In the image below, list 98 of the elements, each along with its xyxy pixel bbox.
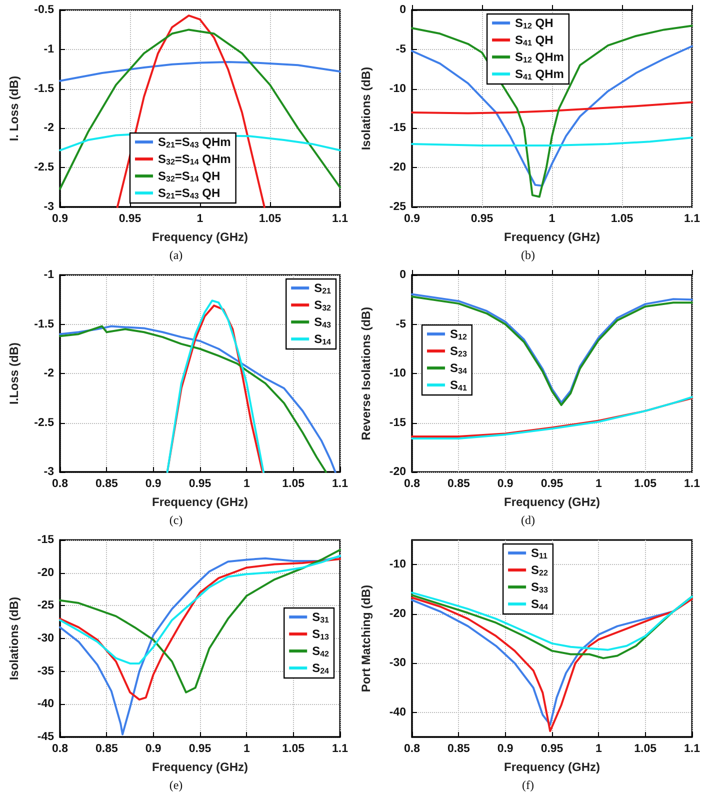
x-tick-label: 0.95 [470, 213, 494, 225]
x-tick-label: 0.95 [188, 478, 212, 490]
x-tick-label: 0.85 [95, 743, 118, 755]
y-tick-label: 0 [400, 269, 406, 281]
y-tick-label: -0.5 [34, 4, 55, 16]
line-series [59, 554, 341, 664]
x-tick-label: 0.8 [52, 478, 69, 490]
y-tick-label: -1.5 [34, 82, 55, 95]
line-series [411, 136, 693, 147]
x-tick-label: 0.9 [497, 478, 514, 490]
x-tick-label: 0.85 [95, 478, 118, 490]
x-tick-label: 0.85 [447, 743, 470, 755]
y-axis-title: I.Loss (dB) [7, 342, 21, 404]
y-tick-label: -10 [389, 368, 406, 380]
y-tick-label: -2.5 [34, 416, 55, 429]
y-tick-label: -20 [389, 608, 406, 620]
x-tick-label: 1.1 [684, 743, 701, 755]
y-tick-label: -25 [389, 201, 407, 213]
x-axis-title: Frequency (GHz) [152, 760, 248, 774]
y-tick-label: -3 [44, 201, 54, 213]
x-tick-label: 0.9 [52, 213, 68, 225]
x-tick-label: 0.9 [145, 478, 162, 490]
y-tick-label: -5 [396, 43, 407, 56]
y-tick-label: -1.5 [34, 318, 55, 330]
x-tick-label: 1.05 [282, 743, 306, 755]
line-series [411, 101, 693, 114]
y-axis-title: Isolations (dB) [7, 596, 21, 680]
y-tick-label: 0 [400, 4, 406, 16]
y-tick-label: -25 [37, 600, 55, 612]
x-axis-title: Frequency (GHz) [504, 760, 600, 774]
x-tick-label: 0.9 [145, 743, 162, 755]
x-tick-label: 0.8 [404, 743, 421, 755]
y-tick-label: -15 [37, 534, 55, 546]
x-tick-label: 0.9 [497, 743, 514, 755]
x-tick-label: 0.95 [118, 213, 142, 225]
y-tick-label: -15 [389, 416, 407, 429]
x-axis-title: Frequency (GHz) [504, 495, 600, 509]
x-tick-label: 1.05 [634, 478, 658, 490]
y-tick-label: -2 [44, 368, 54, 380]
text: (a) [169, 248, 183, 262]
text: (e) [169, 778, 183, 792]
x-tick-label: 1.1 [684, 213, 701, 225]
y-tick-label: -20 [37, 566, 54, 579]
x-tick-label: 1.05 [610, 213, 634, 225]
y-tick-label: -2.5 [34, 162, 55, 174]
line-series [59, 61, 341, 82]
line-series [411, 592, 693, 651]
y-tick-label: -15 [389, 122, 407, 134]
y-axis-title: Port Matching (dB) [359, 584, 373, 692]
line-series [59, 555, 341, 736]
y-tick-label: -2 [44, 122, 54, 134]
x-tick-label: 0.95 [540, 743, 564, 755]
x-tick-label: 1.1 [332, 213, 349, 225]
text: (d) [521, 513, 536, 527]
x-tick-label: 1.05 [258, 213, 282, 225]
text: (c) [169, 513, 183, 527]
y-tick-label: -1 [44, 269, 55, 281]
x-tick-label: 1 [196, 213, 204, 225]
x-tick-label: 0.95 [540, 478, 564, 490]
line-series [116, 14, 266, 208]
x-axis-title: Frequency (GHz) [152, 230, 248, 244]
y-tick-label: -20 [389, 466, 406, 478]
y-tick-label: -3 [44, 466, 54, 478]
y-tick-label: -35 [37, 665, 55, 678]
x-axis-title: Frequency (GHz) [152, 495, 248, 509]
x-tick-label: 0.9 [404, 213, 420, 225]
y-axis-title: I. Loss (dB) [7, 76, 21, 142]
text: (f) [522, 778, 534, 792]
x-tick-label: 0.8 [404, 478, 421, 490]
y-axis-title: Isolations (dB) [359, 66, 373, 150]
y-tick-label: -45 [37, 731, 55, 743]
line-series [411, 45, 693, 187]
x-tick-label: 0.8 [52, 743, 69, 755]
y-tick-label: -40 [37, 698, 54, 710]
y-tick-label: -10 [389, 558, 406, 571]
x-tick-label: 1.05 [634, 743, 658, 755]
x-tick-label: 1 [243, 743, 250, 755]
x-tick-label: 1 [243, 478, 250, 490]
x-tick-label: 0.85 [447, 478, 470, 490]
x-tick-label: 1 [595, 478, 602, 490]
x-tick-label: 1.1 [684, 478, 701, 490]
y-tick-label: -10 [389, 82, 406, 95]
x-tick-label: 1 [548, 213, 556, 225]
y-tick-label: -5 [396, 318, 407, 330]
y-tick-label: -1 [44, 43, 55, 56]
y-axis-title: Reverse Isolations (dB) [359, 306, 373, 440]
text: (b) [521, 248, 536, 262]
x-tick-label: 1.1 [332, 743, 349, 755]
x-tick-label: 1 [595, 743, 602, 755]
line-series [59, 28, 341, 190]
y-tick-label: -30 [389, 657, 406, 670]
x-tick-label: 1.05 [282, 478, 306, 490]
y-tick-label: -30 [37, 632, 54, 644]
x-axis-title: Frequency (GHz) [504, 230, 600, 244]
y-tick-label: -40 [389, 706, 406, 718]
y-tick-label: -20 [389, 162, 406, 174]
x-tick-label: 1.1 [332, 478, 349, 490]
x-tick-label: 0.95 [188, 743, 212, 755]
